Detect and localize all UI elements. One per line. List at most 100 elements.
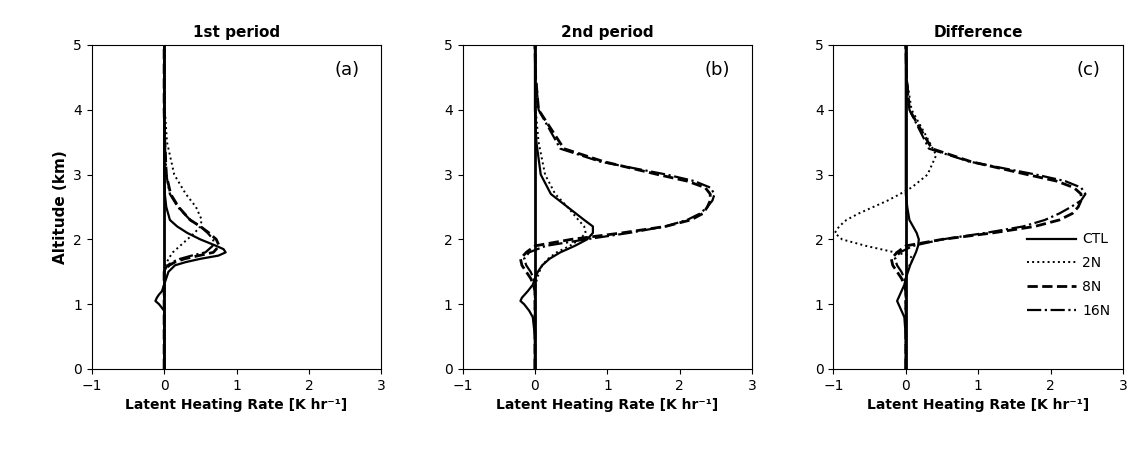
CTL — [906, 256, 920, 261]
8N — [159, 266, 173, 271]
8N — [528, 243, 542, 248]
Line: 8N: 8N — [164, 45, 219, 369]
CTL — [157, 334, 171, 339]
Line: 2N: 2N — [535, 45, 586, 369]
Line: 2N: 2N — [164, 45, 202, 369]
2N — [904, 107, 918, 112]
16N — [173, 256, 187, 261]
8N — [897, 282, 911, 288]
X-axis label: Latent Heating Rate [K hr⁻¹]: Latent Heating Rate [K hr⁻¹] — [868, 398, 1090, 412]
CTL — [535, 263, 549, 268]
CTL — [157, 366, 171, 372]
CTL — [163, 217, 176, 223]
16N — [157, 366, 171, 372]
16N — [163, 191, 176, 197]
X-axis label: Latent Heating Rate [K hr⁻¹]: Latent Heating Rate [K hr⁻¹] — [125, 398, 347, 412]
8N — [684, 217, 698, 223]
2N — [563, 243, 576, 248]
8N — [519, 250, 533, 255]
CTL — [892, 302, 905, 307]
CTL — [528, 334, 542, 339]
8N — [210, 237, 223, 242]
8N — [1074, 198, 1088, 203]
16N — [527, 275, 541, 281]
2N — [898, 334, 912, 339]
16N — [524, 269, 537, 274]
16N — [198, 250, 212, 255]
8N — [158, 140, 172, 145]
2N — [898, 366, 912, 372]
16N — [517, 256, 531, 261]
2N — [573, 237, 587, 242]
Line: CTL: CTL — [897, 45, 919, 369]
CTL — [531, 269, 544, 274]
CTL — [157, 172, 171, 177]
CTL — [526, 282, 540, 288]
16N — [660, 172, 674, 177]
2N — [898, 42, 912, 48]
2N — [157, 302, 171, 307]
16N — [903, 107, 917, 112]
CTL — [890, 298, 904, 304]
8N — [895, 275, 909, 281]
8N — [659, 224, 673, 229]
CTL — [910, 230, 924, 236]
2N — [898, 302, 912, 307]
16N — [157, 334, 171, 339]
16N — [528, 288, 542, 294]
16N — [185, 253, 198, 258]
8N — [964, 159, 978, 164]
2N — [929, 153, 943, 158]
8N — [528, 302, 542, 307]
2N — [920, 172, 934, 177]
CTL — [895, 308, 909, 313]
16N — [693, 211, 707, 216]
8N — [157, 288, 171, 294]
16N — [708, 191, 722, 197]
8N — [519, 269, 533, 274]
CTL — [219, 250, 233, 255]
2N — [903, 263, 917, 268]
16N — [528, 366, 542, 372]
2N — [904, 185, 918, 190]
8N — [696, 211, 709, 216]
2N — [528, 107, 542, 112]
CTL — [534, 172, 548, 177]
CTL — [152, 302, 166, 307]
16N — [528, 334, 542, 339]
CTL — [578, 217, 591, 223]
CTL — [194, 256, 207, 261]
16N — [704, 185, 717, 190]
2N — [157, 366, 171, 372]
16N — [157, 302, 171, 307]
16N — [554, 146, 567, 151]
2N — [167, 172, 181, 177]
CTL — [586, 230, 599, 236]
CTL — [528, 275, 542, 281]
16N — [183, 217, 197, 223]
16N — [1074, 198, 1088, 203]
16N — [539, 243, 552, 248]
CTL — [180, 230, 194, 236]
CTL — [513, 298, 527, 304]
CTL — [580, 237, 594, 242]
8N — [194, 224, 207, 229]
8N — [890, 269, 904, 274]
8N — [597, 159, 611, 164]
8N — [528, 366, 542, 372]
8N — [532, 107, 545, 112]
16N — [895, 269, 909, 274]
2N — [528, 288, 542, 294]
CTL — [526, 315, 540, 320]
16N — [206, 243, 220, 248]
16N — [897, 275, 911, 281]
8N — [557, 146, 571, 151]
16N — [888, 256, 902, 261]
CTL — [901, 269, 915, 274]
Line: 2N: 2N — [834, 45, 936, 369]
8N — [202, 230, 215, 236]
16N — [201, 230, 214, 236]
16N — [157, 288, 171, 294]
X-axis label: Latent Heating Rate [K hr⁻¹]: Latent Heating Rate [K hr⁻¹] — [496, 398, 719, 412]
8N — [900, 75, 913, 80]
